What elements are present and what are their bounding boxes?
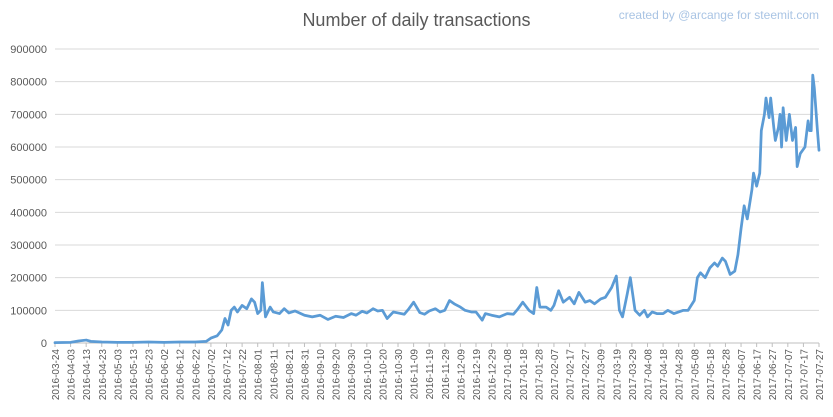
credit-text: created by @arcange for steemit.com (618, 8, 819, 22)
x-tick-label: 2016-12-09 (456, 349, 467, 401)
x-tick-label: 2016-09-20 (332, 349, 343, 401)
y-tick-label: 0 (41, 338, 47, 350)
x-tick-label: 2017-07-07 (784, 349, 795, 401)
x-tick-label: 2017-02-07 (550, 349, 561, 401)
series-line-0 (53, 73, 821, 345)
chart-title: Number of daily transactions (302, 10, 531, 30)
x-tick-label: 2016-06-02 (160, 349, 171, 401)
x-tick-label: 2016-07-22 (238, 349, 249, 401)
x-tick-label: 2017-03-29 (628, 349, 639, 401)
x-axis: 2016-03-24 2016-04-03 2016-04-13 2016-04-23… (51, 343, 826, 400)
y-tick-label: 400000 (10, 207, 47, 219)
x-tick-label: 2017-01-18 (519, 349, 530, 401)
gridlines (55, 48, 819, 344)
x-tick-label: 2016-05-03 (113, 349, 124, 401)
x-tick-label: 2017-03-09 (597, 349, 608, 401)
x-tick-label: 2017-03-19 (612, 349, 623, 401)
y-tick-label: 800000 (10, 77, 47, 89)
x-tick-label: 2016-08-31 (300, 349, 311, 401)
y-tick-label: 600000 (10, 142, 47, 154)
x-tick-label: 2017-05-08 (690, 349, 701, 401)
x-tick-label: 2016-04-03 (67, 349, 78, 401)
x-tick-label: 2016-04-23 (98, 349, 109, 401)
x-tick-label: 2016-08-11 (269, 349, 280, 400)
x-tick-label: 2016-07-02 (207, 349, 218, 401)
y-axis: 0 100000 200000 300000 400000 500000 600000 700… (10, 44, 47, 350)
x-tick-label: 2016-03-24 (51, 349, 62, 401)
x-tick-label: 2016-07-12 (223, 349, 234, 401)
y-tick-label: 900000 (10, 44, 47, 56)
x-tick-label: 2016-08-01 (254, 349, 265, 401)
y-tick-label: 700000 (10, 109, 47, 121)
x-tick-label: 2017-04-18 (659, 349, 670, 401)
x-tick-label: 2016-12-29 (488, 349, 499, 401)
x-tick-label: 2017-06-17 (753, 349, 764, 401)
x-tick-label: 2016-10-30 (394, 349, 405, 401)
x-tick-label: 2016-11-09 (410, 349, 421, 400)
x-tick-label: 2016-08-21 (285, 349, 296, 401)
x-tick-label: 2017-07-27 (815, 349, 826, 401)
y-tick-label: 500000 (10, 175, 47, 187)
x-tick-label: 2016-12-19 (472, 349, 483, 401)
x-tick-label: 2016-04-13 (82, 349, 93, 401)
x-tick-label: 2017-06-07 (737, 349, 748, 401)
x-tick-label: 2016-11-19 (425, 349, 436, 400)
x-tick-label: 2017-05-28 (721, 349, 732, 401)
x-tick-label: 2017-07-17 (799, 349, 810, 401)
x-tick-label: 2017-02-27 (581, 349, 592, 401)
y-tick-label: 200000 (10, 273, 47, 285)
x-tick-label: 2016-10-10 (363, 349, 374, 401)
x-tick-label: 2017-04-08 (643, 349, 654, 401)
x-tick-label: 2017-02-17 (566, 349, 577, 401)
x-tick-label: 2017-01-28 (534, 349, 545, 401)
y-tick-label: 300000 (10, 240, 47, 252)
x-tick-label: 2016-06-22 (191, 349, 202, 401)
x-tick-label: 2016-06-12 (176, 349, 187, 401)
x-tick-label: 2016-05-23 (145, 349, 156, 401)
x-tick-label: 2017-05-18 (706, 349, 717, 401)
x-tick-label: 2016-05-13 (129, 349, 140, 401)
x-tick-label: 2017-04-28 (675, 349, 686, 401)
y-tick-label: 100000 (10, 305, 47, 317)
x-tick-label: 2016-09-30 (347, 349, 358, 401)
x-tick-label: 2016-11-29 (441, 349, 452, 400)
x-tick-label: 2017-06-27 (768, 349, 779, 401)
x-tick-label: 2017-01-08 (503, 349, 514, 401)
x-tick-label: 2016-09-10 (316, 349, 327, 401)
series-layer (53, 73, 821, 345)
x-tick-label: 2016-10-20 (378, 349, 389, 401)
